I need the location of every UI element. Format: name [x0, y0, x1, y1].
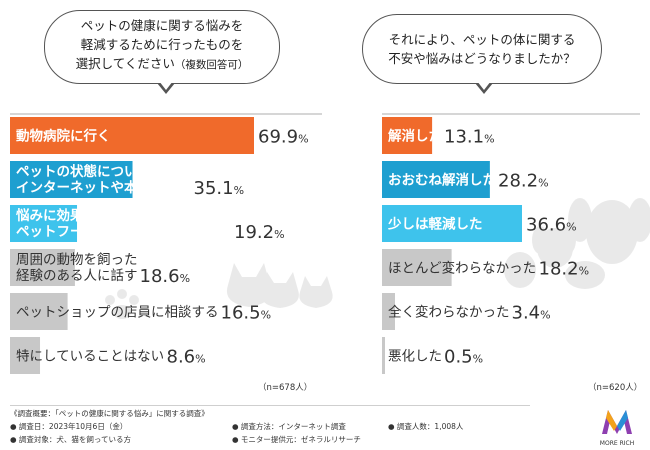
sample-size-right: （n=620人） — [588, 383, 643, 393]
bar-3 — [10, 249, 75, 286]
bar-5 — [382, 337, 385, 374]
value-label: 28.2% — [498, 171, 549, 192]
value-label: 3.4% — [512, 303, 551, 324]
footer-survey-date: ● 調査日：2023年10月6日（金） — [10, 422, 128, 431]
bar-0 — [382, 117, 433, 154]
value-label: 0.5% — [444, 347, 483, 368]
footer-survey-method: ● 調査方法：インターネット調査 — [232, 422, 346, 431]
footer-sample-count: ● 調査人数：1,008人 — [388, 422, 464, 431]
question-line: それにより、ペットの体に関する — [388, 32, 576, 47]
category-label: おおむね解消した — [388, 172, 496, 189]
value-label: 13.1% — [444, 127, 495, 148]
question-bubble-right: それにより、ペットの体に関する 不安や悩みはどうなりましたか？ — [362, 14, 602, 94]
category-label: ペットショップの店員に相談する — [16, 305, 219, 321]
bar-2 — [382, 205, 522, 242]
value-label: 8.6% — [167, 347, 206, 368]
question-line: ペットの健康に関する悩みを — [80, 18, 244, 33]
bar-2 — [10, 205, 78, 242]
category-label: ほとんど変わらなかった — [388, 260, 536, 277]
category-label: 経験のある人に話す — [16, 267, 138, 284]
category-label: 周囲の動物を飼った — [16, 252, 138, 268]
category-label: ペットフードやサプリを取り入れる — [16, 224, 232, 240]
bar-4 — [382, 293, 396, 330]
divider-right — [382, 113, 640, 115]
more-rich-logo: MORE RICH — [600, 410, 634, 447]
bubble-tail — [475, 81, 493, 94]
value-label: 16.5% — [221, 303, 272, 324]
bar-1 — [10, 161, 133, 198]
bar-0 — [10, 117, 254, 154]
category-label: インターネットや本で調べる — [16, 179, 192, 196]
value-label: 18.2% — [539, 259, 590, 280]
category-label: 解消した — [388, 128, 442, 145]
bar-1 — [382, 161, 490, 198]
divider-left — [10, 113, 322, 115]
question-line-text: 選択してください — [75, 56, 175, 71]
logo-text: MORE RICH — [600, 440, 634, 447]
bar-4 — [10, 293, 68, 330]
question-line: 軽減するために行ったものを — [80, 37, 244, 52]
value-label: 18.6% — [140, 266, 191, 287]
bar-5 — [10, 337, 41, 374]
category-label: 少しは軽減した — [387, 216, 483, 233]
footer-monitor-provider: ● モニター提供元：ゼネラルリサーチ — [232, 435, 361, 444]
sample-size-left: （n=678人） — [258, 383, 313, 393]
category-label: 悪化した — [388, 349, 442, 365]
category-label: 特にしていることはない — [16, 349, 164, 365]
category-label: ペットの状態について — [16, 163, 151, 180]
category-label: 動物病院に行く — [16, 128, 111, 145]
multi-answer-note: （複数回答可） — [174, 59, 249, 71]
value-label: 35.1% — [194, 178, 245, 199]
value-label: 19.2% — [234, 222, 285, 243]
value-label: 69.9% — [258, 127, 309, 148]
dog-silhouette-icon — [504, 198, 650, 289]
cat-silhouette-icon — [226, 263, 333, 308]
bar-3 — [382, 249, 452, 286]
question-bubble-left: ペットの健康に関する悩みを 軽減するために行ったものを 選択してください（複数回… — [44, 10, 280, 94]
value-label: 36.6% — [526, 215, 577, 236]
footer-survey-title: 《調査概要：「ペットの健康に関する悩み」に関する調査》 — [10, 409, 209, 418]
question-line: 不安や悩みはどうなりましたか？ — [388, 51, 576, 66]
footer-divider — [10, 405, 530, 406]
category-label: 悩みに効果がありそうな — [16, 207, 165, 224]
footer-survey-target: ● 調査対象：犬、猫を飼っている方 — [10, 435, 132, 444]
category-label: 全く変わらなかった — [388, 304, 510, 321]
bubble-tail — [157, 81, 175, 94]
question-line: 選択してください（複数回答可） — [45, 54, 279, 75]
